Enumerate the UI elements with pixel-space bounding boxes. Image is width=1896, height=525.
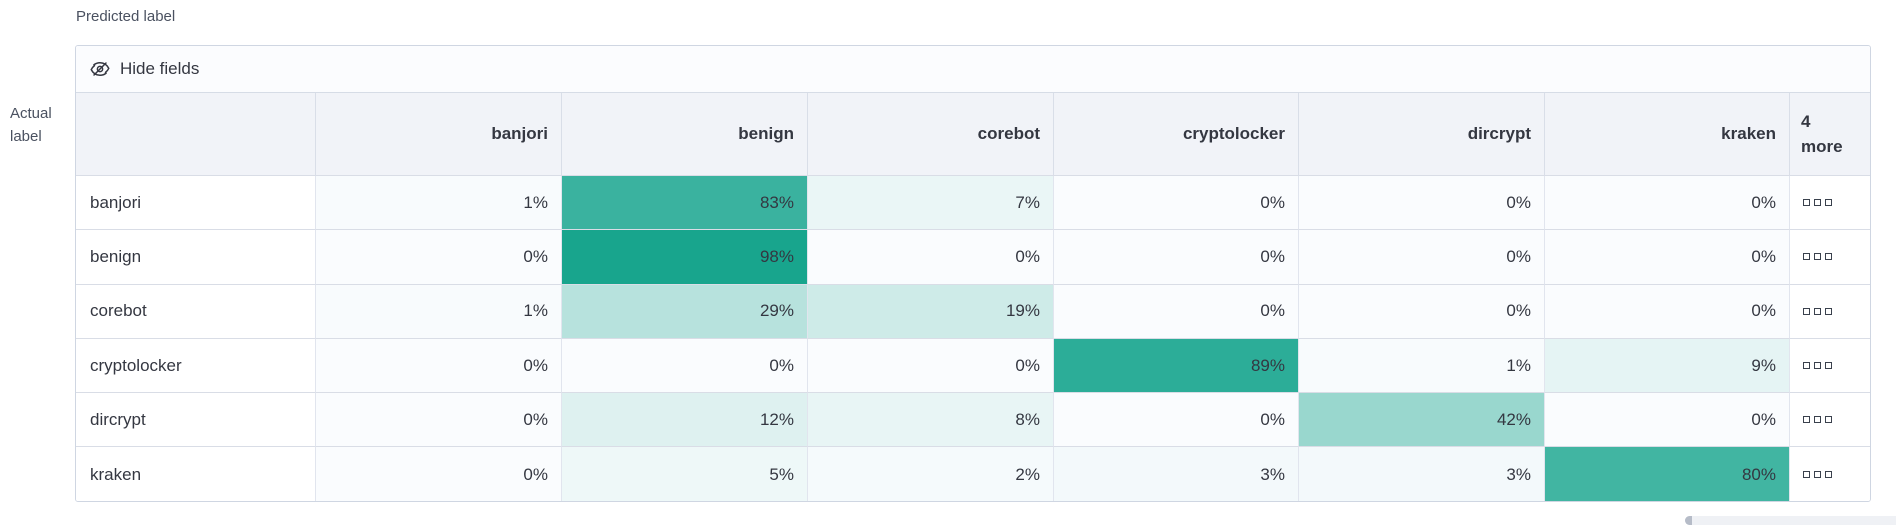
eye-closed-icon <box>90 59 110 79</box>
matrix-header-row: banjori benign corebot cryptolocker dircrypt… <box>76 93 1870 176</box>
scrollbar-thumb[interactable] <box>1685 516 1692 525</box>
row-label-corebot[interactable]: corebot <box>76 284 316 339</box>
matrix-cell-kraken-benign[interactable]: 5% <box>562 447 808 501</box>
matrix-cell-dircrypt-cryptolocker[interactable]: 0% <box>1054 393 1299 448</box>
box-glyph <box>1825 307 1832 315</box>
horizontal-scrollbar[interactable] <box>1685 516 1896 525</box>
row-label-dircrypt[interactable]: dircrypt <box>76 393 316 448</box>
more-values-cell-kraken[interactable] <box>1790 447 1870 501</box>
box-glyph <box>1825 199 1832 207</box>
matrix-cell-kraken-cryptolocker[interactable]: 3% <box>1054 447 1299 501</box>
matrix-cell-corebot-corebot[interactable]: 19% <box>808 284 1054 339</box>
matrix-cell-kraken-kraken[interactable]: 80% <box>1545 447 1790 501</box>
matrix-cell-corebot-kraken[interactable]: 0% <box>1545 284 1790 339</box>
matrix-cell-cryptolocker-kraken[interactable]: 9% <box>1545 338 1790 394</box>
matrix-cell-cryptolocker-benign[interactable]: 0% <box>562 338 808 394</box>
column-header-cryptolocker[interactable]: cryptolocker <box>1054 93 1299 176</box>
matrix-cell-corebot-dircrypt[interactable]: 0% <box>1299 284 1545 339</box>
column-header-benign[interactable]: benign <box>562 93 808 176</box>
matrix-cell-benign-benign[interactable]: 98% <box>562 230 808 285</box>
boxes-horizontal-icon <box>1803 307 1832 315</box>
column-header-corebot[interactable]: corebot <box>808 93 1054 176</box>
matrix-cell-kraken-banjori[interactable]: 0% <box>316 447 562 501</box>
matrix-cell-banjori-kraken[interactable]: 0% <box>1545 176 1790 231</box>
corner-header-cell <box>76 93 316 176</box>
actual-axis-label-line2: label <box>10 128 42 145</box>
matrix-cell-corebot-benign[interactable]: 29% <box>562 284 808 339</box>
box-glyph <box>1803 307 1810 315</box>
matrix-cell-banjori-benign[interactable]: 83% <box>562 176 808 231</box>
box-glyph <box>1803 416 1810 424</box>
box-glyph <box>1803 199 1810 207</box>
column-header-kraken[interactable]: kraken <box>1545 93 1790 176</box>
matrix-cell-banjori-banjori[interactable]: 1% <box>316 176 562 231</box>
box-glyph <box>1803 471 1810 479</box>
more-values-cell-corebot[interactable] <box>1790 284 1870 339</box>
matrix-cell-cryptolocker-dircrypt[interactable]: 1% <box>1299 338 1545 394</box>
matrix-cell-dircrypt-corebot[interactable]: 8% <box>808 393 1054 448</box>
box-glyph <box>1825 253 1832 261</box>
box-glyph <box>1814 416 1821 424</box>
boxes-horizontal-icon <box>1803 416 1832 424</box>
matrix-cell-dircrypt-dircrypt[interactable]: 42% <box>1299 393 1545 448</box>
box-glyph <box>1825 416 1832 424</box>
actual-axis-label: Actual label <box>10 102 64 148</box>
matrix-cell-banjori-cryptolocker[interactable]: 0% <box>1054 176 1299 231</box>
matrix-cell-corebot-banjori[interactable]: 1% <box>316 284 562 339</box>
predicted-axis-label: Predicted label <box>76 8 176 25</box>
box-glyph <box>1803 253 1810 261</box>
box-glyph <box>1814 362 1821 370</box>
box-glyph <box>1814 199 1821 207</box>
matrix-cell-benign-dircrypt[interactable]: 0% <box>1299 230 1545 285</box>
box-glyph <box>1814 307 1821 315</box>
matrix-cell-kraken-corebot[interactable]: 2% <box>808 447 1054 501</box>
row-label-banjori[interactable]: banjori <box>76 176 316 231</box>
matrix-body: banjori 1% 83% 7% 0% 0% 0% benign 0% 98% 0% 0% 0% 0% c… <box>76 176 1870 501</box>
box-glyph <box>1803 362 1810 370</box>
more-values-cell-dircrypt[interactable] <box>1790 393 1870 448</box>
matrix-cell-banjori-dircrypt[interactable]: 0% <box>1299 176 1545 231</box>
more-values-cell-cryptolocker[interactable] <box>1790 338 1870 394</box>
boxes-horizontal-icon <box>1803 253 1832 261</box>
matrix-cell-cryptolocker-banjori[interactable]: 0% <box>316 338 562 394</box>
row-label-cryptolocker[interactable]: cryptolocker <box>76 338 316 394</box>
matrix-cell-dircrypt-benign[interactable]: 12% <box>562 393 808 448</box>
matrix-cell-benign-banjori[interactable]: 0% <box>316 230 562 285</box>
matrix-cell-benign-corebot[interactable]: 0% <box>808 230 1054 285</box>
matrix-cell-kraken-dircrypt[interactable]: 3% <box>1299 447 1545 501</box>
more-columns-word: more <box>1801 137 1843 156</box>
matrix-cell-benign-cryptolocker[interactable]: 0% <box>1054 230 1299 285</box>
matrix-cell-dircrypt-kraken[interactable]: 0% <box>1545 393 1790 448</box>
matrix-cell-benign-kraken[interactable]: 0% <box>1545 230 1790 285</box>
more-values-cell-banjori[interactable] <box>1790 176 1870 231</box>
row-label-benign[interactable]: benign <box>76 230 316 285</box>
column-header-dircrypt[interactable]: dircrypt <box>1299 93 1545 176</box>
matrix-cell-cryptolocker-corebot[interactable]: 0% <box>808 338 1054 394</box>
box-glyph <box>1814 253 1821 261</box>
more-columns-count: 4 <box>1801 112 1811 131</box>
hide-fields-button[interactable]: Hide fields <box>90 59 199 79</box>
matrix-cell-cryptolocker-cryptolocker[interactable]: 89% <box>1054 338 1299 394</box>
matrix-cell-banjori-corebot[interactable]: 7% <box>808 176 1054 231</box>
datagrid-toolbar: Hide fields <box>76 46 1870 93</box>
boxes-horizontal-icon <box>1803 199 1832 207</box>
matrix-cell-corebot-cryptolocker[interactable]: 0% <box>1054 284 1299 339</box>
box-glyph <box>1814 471 1821 479</box>
more-values-cell-benign[interactable] <box>1790 230 1870 285</box>
actual-axis-label-line1: Actual <box>10 105 52 122</box>
box-glyph <box>1825 362 1832 370</box>
boxes-horizontal-icon <box>1803 362 1832 370</box>
boxes-horizontal-icon <box>1803 471 1832 479</box>
row-label-kraken[interactable]: kraken <box>76 447 316 501</box>
confusion-matrix-panel: Hide fields banjori benign corebot cryptolo… <box>75 45 1871 502</box>
hide-fields-label: Hide fields <box>120 59 200 78</box>
more-columns-header[interactable]: 4 more <box>1790 93 1870 176</box>
matrix-cell-dircrypt-banjori[interactable]: 0% <box>316 393 562 448</box>
box-glyph <box>1825 471 1832 479</box>
column-header-banjori[interactable]: banjori <box>316 93 562 176</box>
